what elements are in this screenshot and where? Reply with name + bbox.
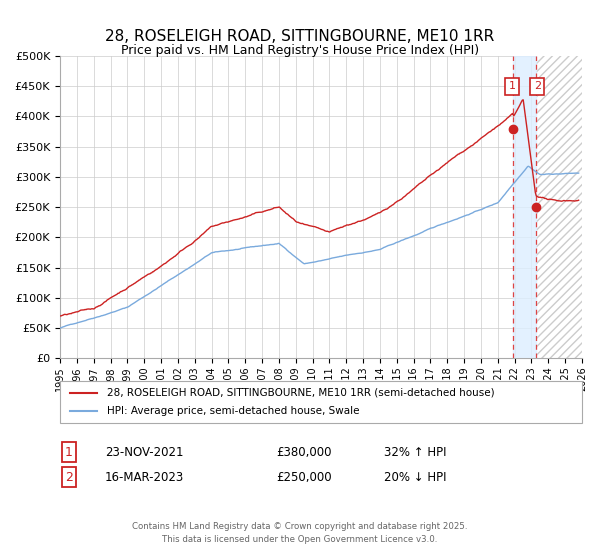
Bar bbox=[536, 56, 582, 358]
Bar bbox=[513, 56, 536, 358]
Text: 32% ↑ HPI: 32% ↑ HPI bbox=[384, 446, 446, 459]
Text: Contains HM Land Registry data © Crown copyright and database right 2025.
This d: Contains HM Land Registry data © Crown c… bbox=[132, 522, 468, 544]
28, ROSELEIGH ROAD, SITTINGBOURNE, ME10 1RR (semi-detached house) bbox=[292, 218, 299, 225]
HPI: Average price, semi-detached house, Swale: (2.02e+03, 3.18e+05): Average price, semi-detached house, Swal… bbox=[525, 163, 532, 170]
28, ROSELEIGH ROAD, SITTINGBOURNE, ME10 1RR (semi-detached house) bbox=[56, 312, 64, 319]
28, ROSELEIGH ROAD, SITTINGBOURNE, ME10 1RR (semi-detached house) bbox=[448, 156, 455, 162]
Line: HPI: Average price, semi-detached house, Swale: HPI: Average price, semi-detached house,… bbox=[60, 166, 578, 328]
Text: HPI: Average price, semi-detached house, Swale: HPI: Average price, semi-detached house,… bbox=[107, 406, 359, 416]
Text: 20% ↓ HPI: 20% ↓ HPI bbox=[384, 470, 446, 484]
HPI: Average price, semi-detached house, Swale: (2.03e+03, 3.06e+05): Average price, semi-detached house, Swal… bbox=[575, 170, 582, 176]
HPI: Average price, semi-detached house, Swale: (2.01e+03, 1.69e+05): Average price, semi-detached house, Swal… bbox=[291, 253, 298, 260]
Text: 28, ROSELEIGH ROAD, SITTINGBOURNE, ME10 1RR: 28, ROSELEIGH ROAD, SITTINGBOURNE, ME10 … bbox=[106, 29, 494, 44]
Text: 2: 2 bbox=[534, 81, 541, 91]
Text: £380,000: £380,000 bbox=[276, 446, 331, 459]
28, ROSELEIGH ROAD, SITTINGBOURNE, ME10 1RR (semi-detached house) bbox=[363, 216, 370, 222]
28, ROSELEIGH ROAD, SITTINGBOURNE, ME10 1RR (semi-detached house) bbox=[149, 268, 156, 275]
HPI: Average price, semi-detached house, Swale: (2.01e+03, 1.76e+05): Average price, semi-detached house, Swal… bbox=[362, 249, 369, 255]
FancyBboxPatch shape bbox=[60, 381, 582, 423]
HPI: Average price, semi-detached house, Swale: (2e+03, 5.01e+04): Average price, semi-detached house, Swal… bbox=[56, 325, 64, 332]
Text: £250,000: £250,000 bbox=[276, 470, 332, 484]
Text: 1: 1 bbox=[65, 446, 73, 459]
28, ROSELEIGH ROAD, SITTINGBOURNE, ME10 1RR (semi-detached house) bbox=[191, 238, 198, 245]
HPI: Average price, semi-detached house, Swale: (2e+03, 1.1e+05): Average price, semi-detached house, Swal… bbox=[148, 288, 155, 295]
Text: 28, ROSELEIGH ROAD, SITTINGBOURNE, ME10 1RR (semi-detached house): 28, ROSELEIGH ROAD, SITTINGBOURNE, ME10 … bbox=[107, 388, 494, 398]
Text: 1: 1 bbox=[509, 81, 515, 91]
Bar bbox=[536, 56, 582, 358]
28, ROSELEIGH ROAD, SITTINGBOURNE, ME10 1RR (semi-detached house) bbox=[57, 312, 64, 319]
28, ROSELEIGH ROAD, SITTINGBOURNE, ME10 1RR (semi-detached house) bbox=[404, 190, 411, 197]
Text: 2: 2 bbox=[65, 470, 73, 484]
28, ROSELEIGH ROAD, SITTINGBOURNE, ME10 1RR (semi-detached house) bbox=[575, 197, 582, 204]
HPI: Average price, semi-detached house, Swale: (2.02e+03, 2.27e+05): Average price, semi-detached house, Swal… bbox=[447, 218, 454, 225]
Text: 23-NOV-2021: 23-NOV-2021 bbox=[105, 446, 184, 459]
HPI: Average price, semi-detached house, Swale: (2.02e+03, 1.98e+05): Average price, semi-detached house, Swal… bbox=[403, 235, 410, 242]
HPI: Average price, semi-detached house, Swale: (2e+03, 1.54e+05): Average price, semi-detached house, Swal… bbox=[190, 262, 197, 268]
Text: Price paid vs. HM Land Registry's House Price Index (HPI): Price paid vs. HM Land Registry's House … bbox=[121, 44, 479, 57]
Text: 16-MAR-2023: 16-MAR-2023 bbox=[105, 470, 184, 484]
Line: 28, ROSELEIGH ROAD, SITTINGBOURNE, ME10 1RR (semi-detached house): 28, ROSELEIGH ROAD, SITTINGBOURNE, ME10 … bbox=[60, 100, 578, 316]
28, ROSELEIGH ROAD, SITTINGBOURNE, ME10 1RR (semi-detached house) bbox=[520, 96, 527, 103]
